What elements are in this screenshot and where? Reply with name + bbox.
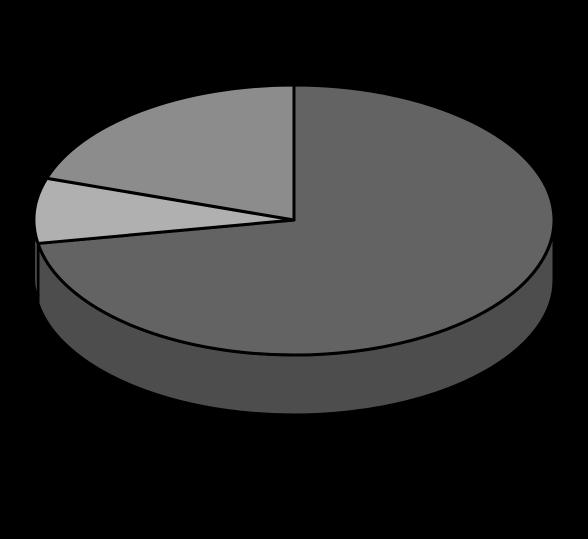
pie-chart-3d <box>0 0 588 539</box>
